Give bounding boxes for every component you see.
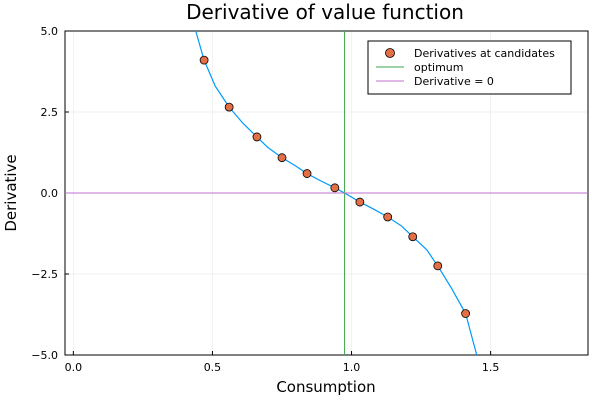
- x-tick-label: 0.5: [204, 361, 222, 374]
- y-tick-label: −5.0: [31, 349, 58, 362]
- candidate-point: [330, 183, 340, 193]
- candidate-point: [302, 169, 312, 178]
- chart-title: Derivative of value function: [186, 0, 464, 24]
- candidate-point: [383, 212, 393, 222]
- candidate-point: [355, 197, 365, 207]
- candidate-point: [461, 309, 470, 318]
- x-tick-label: 1.5: [482, 361, 500, 374]
- candidate-point: [408, 232, 418, 242]
- legend-label-optimum: optimum: [414, 61, 463, 74]
- legend: Derivatives at candidates optimum Deriva…: [367, 40, 572, 95]
- candidate-point: [277, 153, 287, 163]
- x-axis-label: Consumption: [276, 378, 375, 396]
- x-tick-label: 1.0: [343, 361, 361, 374]
- candidate-point: [224, 102, 234, 112]
- x-axis-ticks: 0.0 0.5 1.0 1.5: [65, 351, 500, 374]
- x-tick-label: 0.0: [65, 361, 83, 374]
- y-tick-label: 0.0: [41, 187, 59, 200]
- legend-label-zero: Derivative = 0: [414, 75, 494, 88]
- y-tick-label: 5.0: [41, 25, 59, 38]
- legend-marker-candidates: [385, 48, 395, 58]
- y-tick-label: −2.5: [31, 268, 58, 281]
- series-points: [199, 55, 470, 318]
- y-tick-label: 2.5: [41, 106, 59, 119]
- candidate-point: [199, 55, 209, 65]
- y-axis-ticks: −5.0 −2.5 0.0 2.5 5.0: [31, 25, 69, 362]
- candidate-point: [433, 261, 443, 271]
- legend-label-candidates: Derivatives at candidates: [414, 47, 555, 60]
- candidate-point: [252, 132, 262, 142]
- y-axis-label: Derivative: [2, 154, 20, 231]
